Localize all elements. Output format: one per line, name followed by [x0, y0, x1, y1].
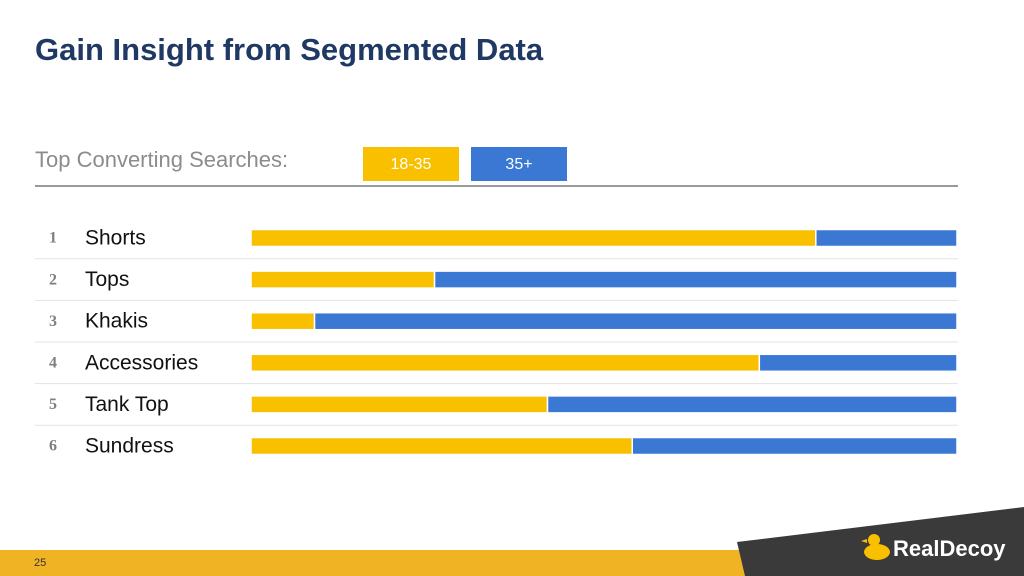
- rank: 2: [49, 271, 57, 288]
- rank: 6: [49, 438, 57, 455]
- category-label: Khakis: [85, 310, 148, 333]
- legend-swatch: [471, 147, 567, 181]
- bar-segment: [250, 436, 633, 456]
- bar-segment: [815, 228, 958, 248]
- chart-subtitle: Top Converting Searches:: [35, 147, 288, 172]
- rank: 1: [49, 230, 57, 247]
- rank: 5: [49, 396, 57, 413]
- bar-segment: [758, 353, 958, 373]
- bar-segment: [433, 270, 958, 289]
- logo-panel: [737, 507, 1024, 576]
- duck-body: [864, 544, 890, 560]
- rank: 4: [49, 354, 57, 371]
- page-number: 25: [34, 557, 46, 569]
- bar-segment: [313, 311, 958, 331]
- slide-title: Gain Insight from Segmented Data: [35, 32, 544, 67]
- legend-label: 35+: [505, 156, 532, 173]
- category-label: Shorts: [85, 227, 146, 250]
- category-label: Tops: [85, 268, 129, 291]
- category-label: Tank Top: [85, 393, 169, 416]
- bar-segment: [250, 353, 761, 373]
- category-label: Accessories: [85, 351, 198, 374]
- bar-segment: [250, 270, 436, 289]
- duck-icon: [861, 534, 890, 560]
- bar-segment: [250, 311, 316, 331]
- duck-head: [868, 534, 880, 546]
- logo-text: RealDecoy: [893, 536, 1006, 561]
- category-label: Sundress: [85, 435, 174, 458]
- legend-label: 18-35: [391, 156, 432, 173]
- duck-beak: [861, 539, 867, 543]
- bar-segment: [546, 395, 958, 414]
- bar-segment: [250, 228, 817, 248]
- bar-segment: [250, 395, 549, 414]
- rank: 3: [49, 313, 57, 330]
- bar-segment: [631, 436, 958, 456]
- legend-swatch: [363, 147, 459, 181]
